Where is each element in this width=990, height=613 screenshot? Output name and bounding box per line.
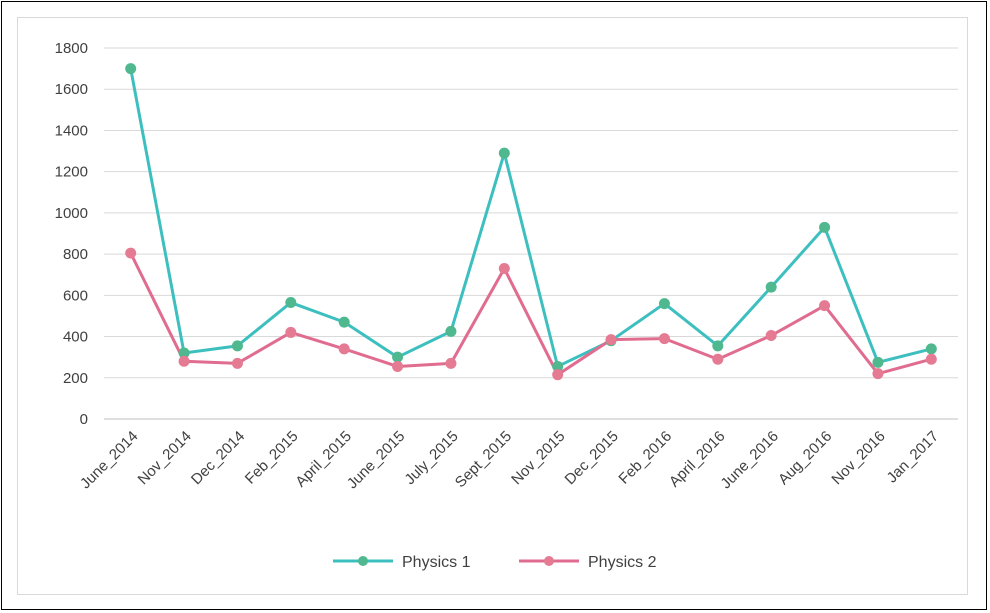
x-tick-label: Dec_2015: [562, 428, 622, 488]
data-point: [498, 147, 510, 159]
x-tick-label: Nov_2015: [508, 428, 568, 488]
data-point: [765, 281, 777, 293]
data-point: [392, 360, 404, 372]
data-point: [231, 340, 243, 352]
y-tick-label: 1400: [55, 122, 88, 139]
data-point: [712, 340, 724, 352]
x-axis-tick-labels: June_2014Nov_2014Dec_2014Feb_2015April_2…: [77, 428, 942, 493]
data-point: [178, 355, 190, 367]
y-tick-label: 0: [80, 411, 88, 428]
gridlines: [104, 47, 958, 420]
data-point: [125, 63, 137, 75]
data-point: [445, 325, 457, 337]
data-point: [658, 333, 670, 345]
data-point: [819, 300, 831, 312]
legend-swatch-marker: [544, 556, 554, 566]
y-tick-label: 400: [63, 329, 88, 346]
x-tick-label: Jan_2017: [884, 428, 943, 487]
series-line-2: [129, 252, 932, 377]
x-tick-label: Nov_2014: [135, 428, 195, 488]
series-lines: [129, 68, 932, 377]
y-tick-label: 1800: [55, 40, 88, 57]
data-point: [338, 316, 350, 328]
data-point: [872, 356, 884, 368]
x-tick-label: June_2015: [344, 428, 409, 493]
y-tick-label: 200: [63, 370, 88, 387]
legend: Physics 1 Physics 2: [333, 554, 657, 571]
y-tick-label: 800: [63, 246, 88, 263]
y-axis-tick-labels: 0 200 400 600 800 1000 1200 1400 1600 1800: [55, 40, 88, 428]
data-point: [445, 357, 457, 369]
data-point: [712, 353, 724, 365]
data-point: [872, 368, 884, 380]
data-point: [285, 297, 297, 309]
y-tick-label: 1600: [55, 81, 88, 98]
data-point: [231, 357, 243, 369]
x-tick-label: June_2014: [77, 428, 142, 493]
data-point: [552, 360, 564, 372]
data-point: [285, 326, 297, 338]
y-tick-label: 1000: [55, 205, 88, 222]
data-point: [392, 351, 404, 363]
y-tick-label: 1200: [55, 164, 88, 181]
legend-label: Physics 2: [588, 554, 657, 571]
data-point: [925, 343, 937, 355]
data-point: [552, 369, 564, 381]
data-point: [925, 353, 937, 365]
data-point: [125, 247, 137, 259]
x-tick-label: Nov_2016: [828, 428, 888, 488]
x-tick-label: Dec_2014: [188, 428, 248, 488]
legend-label: Physics 1: [402, 554, 471, 571]
data-point: [819, 221, 831, 233]
data-point: [178, 347, 190, 359]
y-tick-label: 600: [63, 287, 88, 304]
x-tick-label: June_2016: [717, 428, 782, 493]
data-point: [605, 334, 617, 346]
data-point: [338, 343, 350, 355]
series-line-1: [129, 68, 932, 368]
data-point: [658, 298, 670, 310]
series-points: [125, 63, 937, 381]
legend-swatch-marker: [358, 556, 368, 566]
data-point: [765, 330, 777, 342]
data-point: [498, 263, 510, 275]
x-tick-label: Aug_2016: [775, 428, 835, 488]
x-tick-label: Sept_2015: [452, 428, 515, 491]
